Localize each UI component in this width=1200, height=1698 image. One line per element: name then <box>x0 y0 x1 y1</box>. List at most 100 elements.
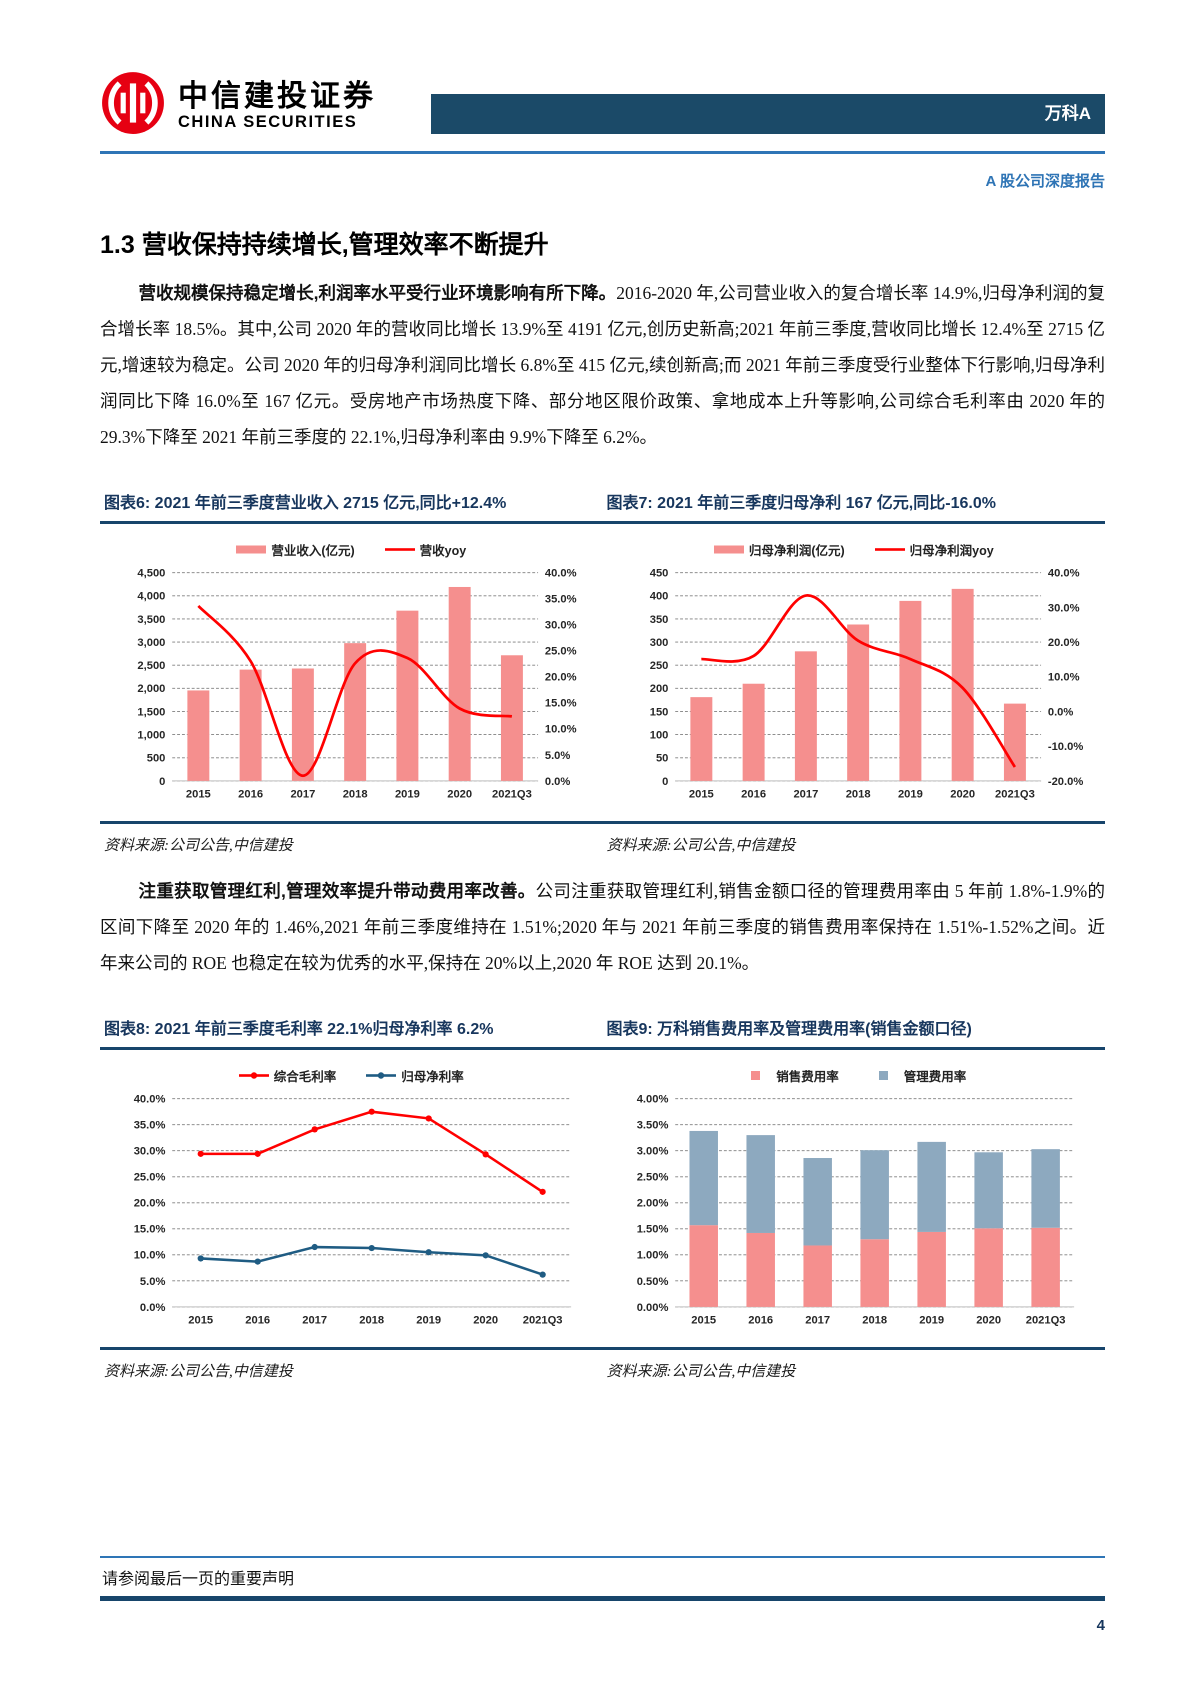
svg-text:3.50%: 3.50% <box>636 1120 668 1132</box>
svg-text:20.0%: 20.0% <box>134 1198 166 1210</box>
svg-text:0.0%: 0.0% <box>545 776 571 788</box>
legend-square-swatch-icon <box>878 1071 888 1081</box>
legend-item: 销售费用率 <box>741 1066 839 1085</box>
svg-text:30.0%: 30.0% <box>1047 602 1079 614</box>
svg-text:5.0%: 5.0% <box>140 1276 166 1288</box>
svg-text:2021Q3: 2021Q3 <box>523 1315 563 1327</box>
footer-disclaimer: 请参阅最后一页的重要声明 <box>102 1571 295 1588</box>
figure-7-title: 图表7: 2021 年前三季度归母净利 167 亿元,同比-16.0% <box>606 495 996 512</box>
svg-text:2021Q3: 2021Q3 <box>995 788 1035 800</box>
svg-text:200: 200 <box>649 683 668 695</box>
page-number: 4 <box>1096 1617 1105 1634</box>
section-heading: 1.3 营收保持持续增长,管理效率不断提升 <box>100 231 549 259</box>
svg-text:2019: 2019 <box>395 788 420 800</box>
svg-text:40.0%: 40.0% <box>545 568 577 580</box>
paragraph-1-lead: 营收规模保持稳定增长,利润率水平受行业环境影响有所下降。 <box>138 283 617 303</box>
paragraph-2: 注重获取管理红利,管理效率提升带动费用率改善。公司注重获取管理红利,销售金额口径… <box>100 873 1105 981</box>
svg-text:250: 250 <box>649 660 668 672</box>
svg-text:15.0%: 15.0% <box>545 698 577 710</box>
svg-text:20.0%: 20.0% <box>545 672 577 684</box>
svg-text:2015: 2015 <box>188 1315 213 1327</box>
legend-item: 营业收入(亿元) <box>236 540 355 559</box>
figure-6-source: 资料来源:公司公告,中信建投 <box>104 838 293 855</box>
svg-text:2,500: 2,500 <box>137 660 165 672</box>
svg-text:0.0%: 0.0% <box>1047 706 1073 718</box>
svg-text:350: 350 <box>649 614 668 626</box>
svg-text:0: 0 <box>662 776 668 788</box>
svg-text:2017: 2017 <box>805 1315 830 1327</box>
svg-text:-20.0%: -20.0% <box>1047 776 1082 788</box>
legend-label: 归母净利率 <box>401 1070 464 1085</box>
legend-square-swatch-icon <box>751 1071 761 1081</box>
svg-text:2016: 2016 <box>245 1315 270 1327</box>
svg-text:2017: 2017 <box>290 788 315 800</box>
chart-legend: 营业收入(亿元) 营收yoy <box>108 540 595 559</box>
legend-item: 归母净利率 <box>366 1066 464 1085</box>
citic-securities-logo-icon <box>100 70 166 141</box>
svg-text:500: 500 <box>147 753 166 765</box>
paragraph-2-lead: 注重获取管理红利,管理效率提升带动费用率改善。 <box>138 881 536 902</box>
svg-text:2016: 2016 <box>238 788 263 800</box>
legend-bar-swatch-icon <box>713 545 744 554</box>
svg-text:400: 400 <box>649 591 668 603</box>
stock-name: 万科A <box>1044 104 1091 123</box>
svg-text:2015: 2015 <box>688 788 713 800</box>
footer-thick-rule <box>100 1596 1105 1601</box>
svg-text:450: 450 <box>649 568 668 580</box>
svg-text:3,500: 3,500 <box>137 614 165 626</box>
svg-text:10.0%: 10.0% <box>545 724 577 736</box>
svg-text:0: 0 <box>159 776 165 788</box>
svg-text:2019: 2019 <box>416 1315 441 1327</box>
svg-text:20.0%: 20.0% <box>1047 637 1079 649</box>
figure-row-2-top-rule <box>100 1047 1105 1051</box>
figure-row-1: 图表6: 2021 年前三季度营业收入 2715 亿元,同比+12.4% 图表7… <box>100 485 1105 859</box>
svg-text:300: 300 <box>649 637 668 649</box>
paragraph-2-body: 公司注重获取管理红利,销售金额口径的管理费用率由 5 年前 1.8%-1.9%的… <box>100 881 1105 974</box>
chart-svg: 0 50 100 150 200 250 300 350 400 450 -20.0% -10.0% 0… <box>649 568 1083 801</box>
legend-label: 营收yoy <box>419 544 467 558</box>
svg-text:2018: 2018 <box>343 788 368 800</box>
svg-text:2016: 2016 <box>748 1315 773 1327</box>
svg-text:50: 50 <box>655 753 667 765</box>
figure-6-chart: 营业收入(亿元) 营收yoy 0 500 1,000 1,500 2,000 2,500 3,0… <box>100 534 603 815</box>
legend-item: 营收yoy <box>384 540 467 559</box>
brand-logo: 中信建投证券 CHINA SECURITIES <box>100 70 376 141</box>
svg-text:1.50%: 1.50% <box>636 1224 668 1236</box>
svg-text:40.0%: 40.0% <box>1047 568 1079 580</box>
report-type-label: A 股公司深度报告 <box>985 173 1105 190</box>
svg-text:30.0%: 30.0% <box>134 1146 166 1158</box>
svg-text:2018: 2018 <box>845 788 870 800</box>
svg-text:35.0%: 35.0% <box>545 594 577 606</box>
svg-text:-10.0%: -10.0% <box>1047 741 1082 753</box>
legend-line-swatch-icon <box>874 548 905 551</box>
figure-row-2: 图表8: 2021 年前三季度毛利率 22.1%归母净利率 6.2% 图表9: … <box>100 1011 1105 1385</box>
chart-svg: 0 500 1,000 1,500 2,000 2,500 3,000 3,500 4,000 4… <box>137 568 577 801</box>
svg-text:10.0%: 10.0% <box>1047 672 1079 684</box>
svg-text:2020: 2020 <box>976 1315 1001 1327</box>
figure-8-title: 图表8: 2021 年前三季度毛利率 22.1%归母净利率 6.2% <box>104 1021 494 1039</box>
svg-text:2017: 2017 <box>793 788 818 800</box>
svg-text:30.0%: 30.0% <box>545 620 577 632</box>
header-divider <box>100 151 1105 154</box>
svg-text:40.0%: 40.0% <box>134 1094 166 1106</box>
figure-7-chart: 归母净利润(亿元) 归母净利润yoy 0 50 100 150 200 250 300 350 40… <box>603 534 1106 815</box>
stock-name-banner: 万科A <box>431 94 1105 134</box>
legend-item: 归母净利润(亿元) <box>713 540 845 559</box>
figure-9-chart: 销售费用率 管理费用率 0.00% 0.50% 1.00% 1.50% 2.00% 2.50%… <box>603 1060 1106 1341</box>
svg-text:1.00%: 1.00% <box>636 1250 668 1262</box>
svg-text:2021Q3: 2021Q3 <box>492 788 532 800</box>
legend-dotline-swatch-icon <box>238 1072 269 1079</box>
svg-text:4.00%: 4.00% <box>636 1094 668 1106</box>
svg-text:5.0%: 5.0% <box>545 750 571 762</box>
svg-text:2020: 2020 <box>447 788 472 800</box>
legend-label: 管理费用率 <box>903 1070 967 1085</box>
chart-legend: 综合毛利率 归母净利率 <box>108 1066 595 1085</box>
svg-text:2015: 2015 <box>691 1315 716 1327</box>
svg-text:25.0%: 25.0% <box>134 1172 166 1184</box>
legend-line-swatch-icon <box>384 548 415 551</box>
svg-text:2018: 2018 <box>359 1315 384 1327</box>
legend-item: 归母净利润yoy <box>874 540 994 559</box>
brand-name-cn: 中信建投证券 <box>178 79 376 113</box>
svg-text:2018: 2018 <box>862 1315 887 1327</box>
